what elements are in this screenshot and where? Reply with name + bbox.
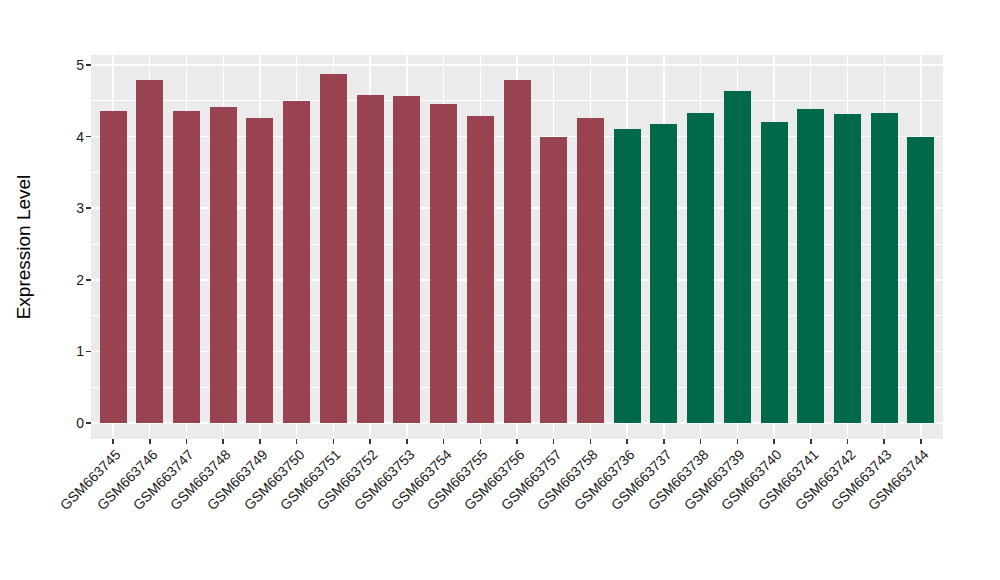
bar <box>614 129 641 423</box>
bar <box>357 95 384 423</box>
y-axis-title: Expression Level <box>13 175 35 320</box>
bar <box>834 114 861 423</box>
bar <box>100 111 127 423</box>
bar <box>173 111 200 423</box>
y-axis-tick <box>86 136 91 138</box>
bar <box>430 104 457 423</box>
bar <box>871 113 898 423</box>
x-axis-tick <box>883 439 885 444</box>
x-axis-tick <box>626 439 628 444</box>
bar <box>246 118 273 423</box>
bar <box>761 122 788 423</box>
x-axis-tick <box>186 439 188 444</box>
x-axis-tick <box>369 439 371 444</box>
bar <box>540 137 567 423</box>
bar <box>650 124 677 423</box>
x-axis-tick <box>700 439 702 444</box>
y-axis-tick <box>86 64 91 66</box>
x-axis-tick-label: GSM663745 <box>0 447 124 580</box>
y-axis-tick <box>86 207 91 209</box>
bar <box>907 137 934 423</box>
x-axis-tick <box>149 439 151 444</box>
x-axis-tick <box>737 439 739 444</box>
bar <box>467 116 494 423</box>
x-axis-tick <box>773 439 775 444</box>
bar <box>283 101 310 423</box>
y-axis-tick-label: 1 <box>54 344 84 358</box>
bar <box>320 74 347 423</box>
x-axis-tick <box>406 439 408 444</box>
x-axis-tick <box>590 439 592 444</box>
x-axis-tick <box>480 439 482 444</box>
x-axis-tick <box>333 439 335 444</box>
y-axis-tick <box>86 279 91 281</box>
bar <box>136 80 163 423</box>
y-axis-tick-label: 5 <box>54 58 84 72</box>
x-axis-tick <box>112 439 114 444</box>
y-gridline-major <box>91 64 943 66</box>
x-axis-tick <box>810 439 812 444</box>
x-axis-tick <box>516 439 518 444</box>
y-axis-tick <box>86 422 91 424</box>
y-axis-tick-label: 0 <box>54 416 84 430</box>
x-axis-tick <box>259 439 261 444</box>
bar <box>577 118 604 423</box>
plot-panel <box>91 55 943 439</box>
bar <box>210 107 237 423</box>
bar <box>504 80 531 423</box>
y-axis-tick-label: 4 <box>54 130 84 144</box>
x-axis-tick <box>663 439 665 444</box>
bar <box>797 109 824 423</box>
x-axis-tick <box>222 439 224 444</box>
bar <box>724 91 751 423</box>
x-axis-tick <box>920 439 922 444</box>
y-axis-tick-label: 2 <box>54 273 84 287</box>
y-axis-tick-label: 3 <box>54 201 84 215</box>
bar <box>393 96 420 423</box>
x-axis-tick <box>296 439 298 444</box>
x-axis-tick <box>553 439 555 444</box>
x-axis-tick <box>847 439 849 444</box>
x-axis-tick <box>443 439 445 444</box>
expression-bar-chart: Expression Level 012345GSM663745GSM66374… <box>0 0 1000 580</box>
y-axis-tick <box>86 351 91 353</box>
bar <box>687 113 714 423</box>
